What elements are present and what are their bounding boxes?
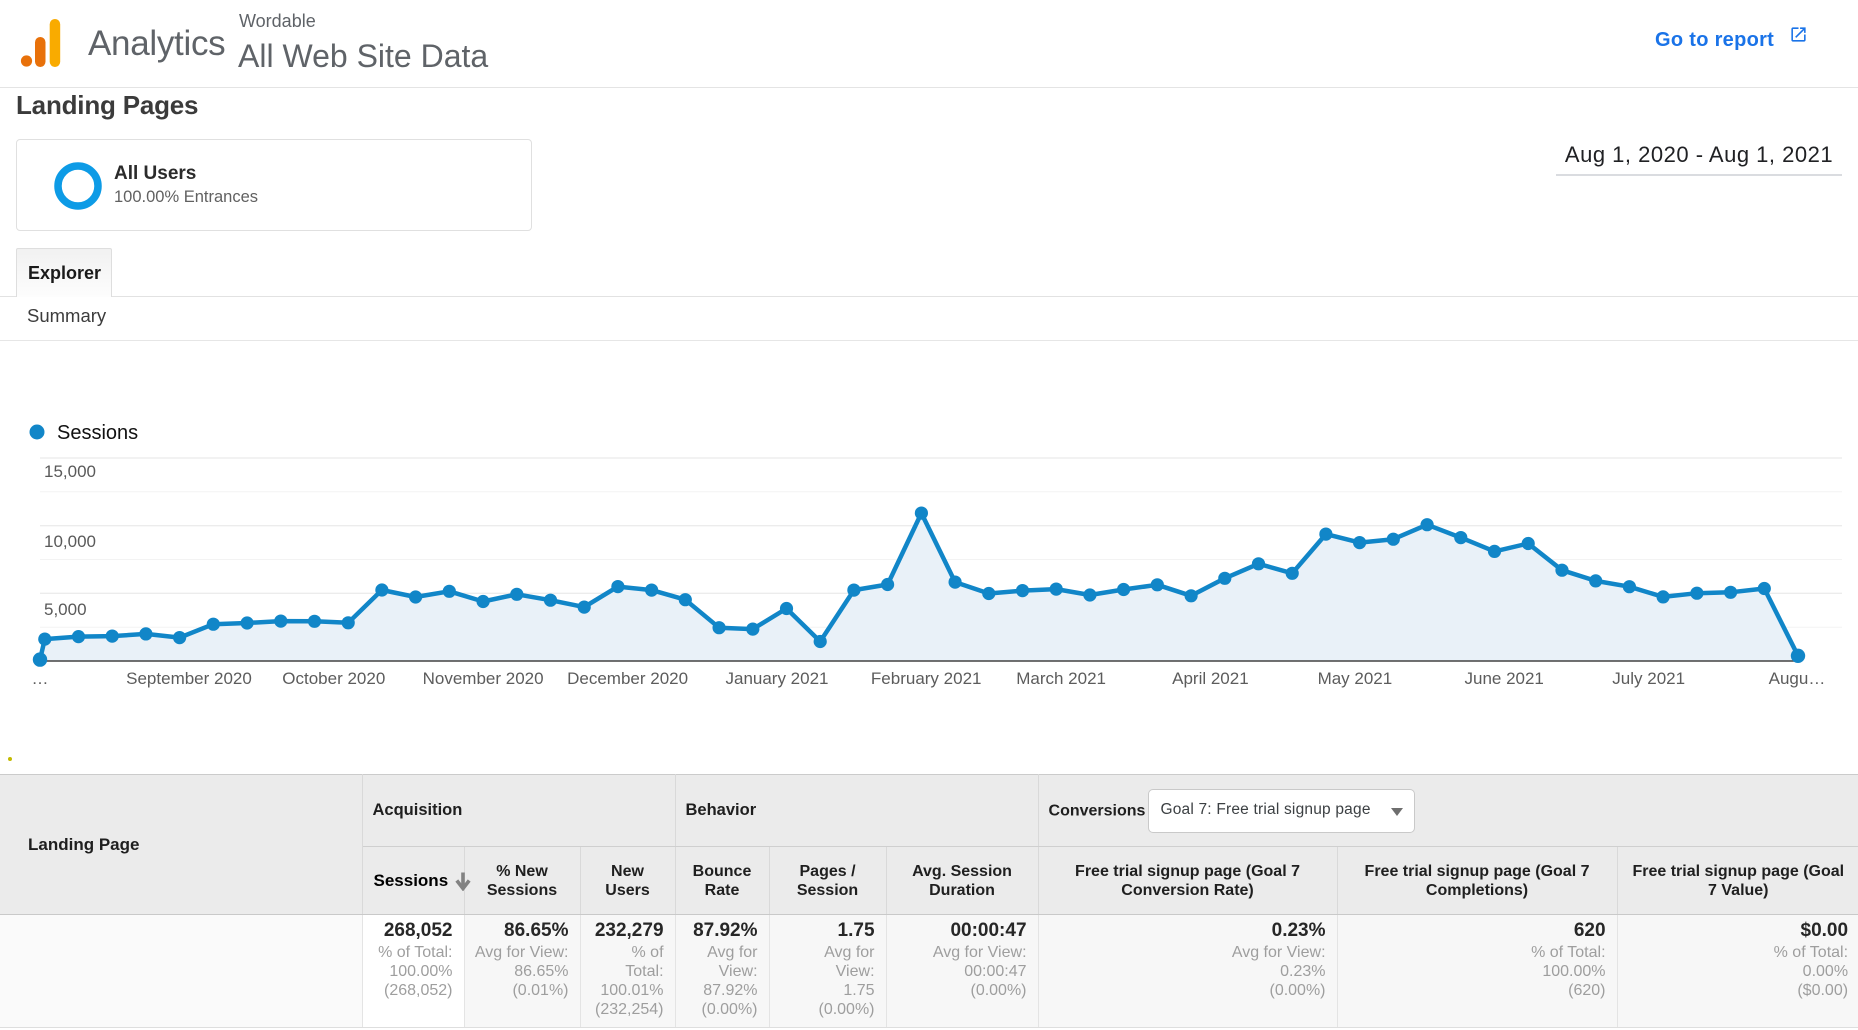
svg-text:March 2021: March 2021: [1016, 669, 1106, 688]
svg-text:September 2020: September 2020: [126, 669, 252, 688]
svg-text:June 2021: June 2021: [1464, 669, 1543, 688]
svg-text:15,000: 15,000: [44, 462, 96, 481]
svg-text:5,000: 5,000: [44, 600, 87, 619]
svg-text:…: …: [32, 669, 49, 688]
svg-text:November 2020: November 2020: [423, 669, 544, 688]
svg-text:10,000: 10,000: [44, 532, 96, 551]
svg-text:December 2020: December 2020: [567, 669, 688, 688]
svg-text:May 2021: May 2021: [1318, 669, 1393, 688]
svg-text:Augu…: Augu…: [1769, 669, 1826, 688]
svg-text:July 2021: July 2021: [1612, 669, 1685, 688]
svg-text:October 2020: October 2020: [282, 669, 385, 688]
svg-text:April 2021: April 2021: [1172, 669, 1249, 688]
svg-text:February 2021: February 2021: [871, 669, 982, 688]
svg-text:January 2021: January 2021: [725, 669, 828, 688]
svg-text:Sessions: Sessions: [57, 422, 138, 444]
